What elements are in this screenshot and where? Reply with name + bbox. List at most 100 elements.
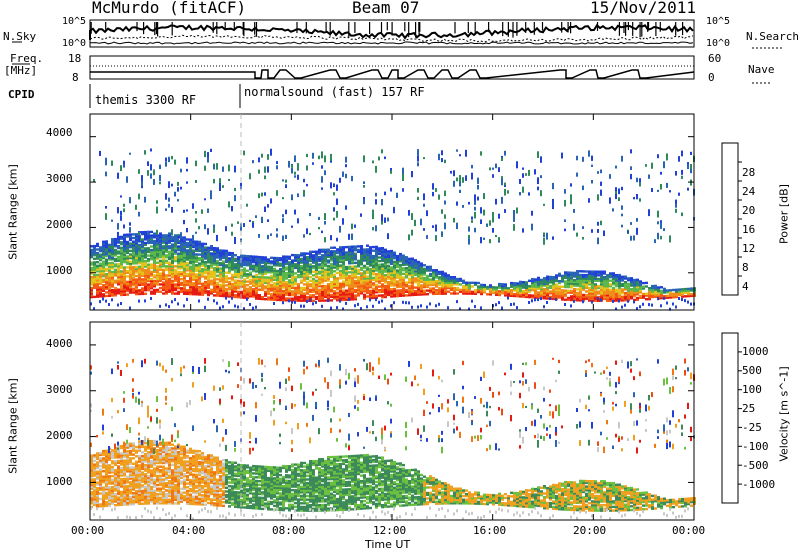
heat-scatter — [195, 218, 197, 223]
heat-cell — [312, 286, 315, 290]
velocity-ytick-1000: 1000 — [46, 475, 73, 488]
heat-cell — [93, 275, 96, 279]
heat-cell — [369, 251, 372, 254]
vel-cb-1000: 1000 — [742, 345, 769, 358]
heat-cell — [117, 459, 120, 463]
heat-cell — [207, 279, 210, 282]
heat-speckle — [381, 299, 383, 303]
heat-scatter — [543, 203, 545, 206]
heat-cell — [582, 273, 585, 277]
heat-cell — [147, 239, 150, 243]
heat-cell — [267, 292, 270, 296]
heat-cell — [312, 261, 315, 264]
heat-cell — [327, 275, 330, 279]
heat-cell — [138, 486, 141, 489]
heat-scatter — [105, 171, 107, 177]
heat-cell — [411, 286, 414, 289]
heat-cell — [168, 290, 171, 293]
heat-cell — [558, 290, 561, 294]
heat-cell — [138, 495, 141, 498]
heat-cell — [102, 451, 105, 455]
heat-speckle — [126, 515, 128, 519]
heat-cell — [315, 257, 318, 261]
heat-scatter — [513, 210, 515, 217]
heat-cell — [246, 262, 249, 265]
heat-cell — [150, 270, 153, 274]
heat-speckle — [618, 299, 620, 303]
heat-cell — [246, 294, 249, 298]
heat-scatter — [444, 214, 446, 219]
heat-cell — [420, 286, 423, 289]
heat-cell — [552, 295, 555, 299]
heat-cell — [117, 283, 120, 286]
heat-cell — [105, 242, 108, 245]
heat-cell — [609, 274, 612, 277]
heat-scatter — [219, 185, 221, 191]
heat-cell — [108, 482, 111, 485]
heat-cell — [237, 259, 240, 263]
heat-cell — [222, 284, 225, 287]
heat-cell — [594, 270, 597, 273]
heat-cell — [435, 289, 438, 292]
heat-cell — [351, 290, 354, 294]
heat-cell — [564, 291, 567, 294]
heat-cell — [144, 485, 147, 489]
heat-cell — [129, 238, 132, 242]
heat-cell — [135, 289, 138, 292]
heat-cell — [90, 482, 93, 485]
heat-scatter — [540, 190, 542, 197]
heat-cell — [219, 267, 222, 270]
heat-cell — [297, 265, 300, 268]
heat-cell — [282, 269, 285, 273]
heat-cell — [96, 483, 99, 486]
heat-scatter — [390, 170, 392, 174]
power-cb-20: 20 — [742, 204, 756, 217]
heat-cell — [591, 275, 594, 279]
heat-cell — [459, 290, 462, 293]
heat-scatter — [117, 172, 119, 179]
heat-cell — [243, 267, 246, 270]
heat-cell — [186, 252, 189, 256]
heat-cell — [366, 295, 369, 298]
heat-cell — [135, 473, 138, 476]
heat-cell — [138, 278, 141, 281]
heat-cell — [636, 293, 639, 296]
heat-cell — [189, 274, 192, 278]
heat-cell — [141, 491, 144, 494]
heat-cell — [207, 246, 210, 249]
heat-cell — [270, 267, 273, 270]
heat-scatter — [324, 237, 326, 243]
heat-cell — [594, 292, 597, 295]
heat-cell — [405, 268, 408, 272]
heat-cell — [174, 248, 177, 252]
heat-cell — [594, 288, 597, 291]
heat-cell — [165, 276, 168, 279]
heat-cell — [105, 263, 108, 267]
heat-cell — [426, 282, 429, 285]
heat-scatter — [501, 176, 503, 182]
heat-scatter — [165, 193, 167, 200]
heat-cell — [99, 282, 102, 285]
heat-cell — [606, 292, 609, 295]
heat-cell — [114, 500, 117, 503]
heat-speckle — [546, 301, 548, 304]
heat-cell — [96, 465, 99, 468]
heat-scatter — [210, 192, 212, 200]
heat-cell — [246, 258, 249, 261]
heat-scatter — [687, 187, 689, 191]
heat-scatter — [216, 234, 218, 242]
heat-cell — [489, 289, 492, 292]
heat-cell — [138, 265, 141, 268]
heat-cell — [369, 271, 372, 274]
heat-cell — [258, 277, 261, 280]
heat-cell — [513, 283, 516, 287]
heat-cell — [480, 292, 483, 296]
heat-cell — [105, 291, 108, 294]
heat-cell — [393, 293, 396, 296]
heat-cell — [423, 269, 426, 272]
heat-cell — [132, 291, 135, 294]
heat-cell — [141, 480, 144, 483]
heat-cell — [465, 281, 468, 284]
heat-cell — [537, 276, 540, 280]
heat-cell — [228, 282, 231, 285]
